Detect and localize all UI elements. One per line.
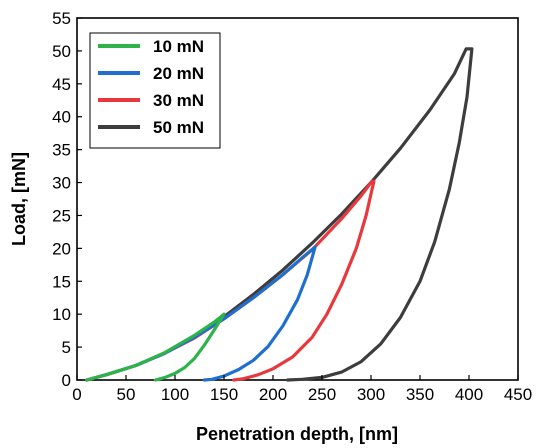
y-tick-label: 45 xyxy=(52,75,71,94)
y-tick-label: 35 xyxy=(52,141,71,160)
y-tick-label: 0 xyxy=(62,371,71,390)
y-tick-label: 40 xyxy=(52,108,71,127)
y-axis-ticks: 0 5 10 15 20 25 30 35 40 45 50 55 xyxy=(52,9,82,390)
x-axis-title: Penetration depth, [nm] xyxy=(196,424,398,444)
legend-label: 20 mN xyxy=(153,64,204,83)
series-line-20-mn xyxy=(85,245,317,382)
legend-items: 10 mN 20 mN 30 mN 50 mN xyxy=(98,37,204,137)
series-line-10-mn xyxy=(85,312,226,382)
x-tick-label: 200 xyxy=(259,385,287,404)
y-tick-label: 25 xyxy=(52,206,71,225)
x-axis-ticks: 0 50 100 150 200 250 300 350 400 450 xyxy=(72,375,532,404)
y-tick-label: 55 xyxy=(52,9,71,28)
legend: 10 mN 20 mN 30 mN 50 mN xyxy=(89,32,221,149)
x-tick-label: 0 xyxy=(72,385,81,404)
y-tick-label: 50 xyxy=(52,42,71,61)
y-tick-label: 5 xyxy=(62,338,71,357)
x-tick-label: 300 xyxy=(357,385,385,404)
y-tick-label: 10 xyxy=(52,305,71,324)
x-tick-label: 400 xyxy=(455,385,483,404)
legend-label: 10 mN xyxy=(153,37,204,56)
x-tick-label: 50 xyxy=(117,385,136,404)
legend-label: 50 mN xyxy=(153,118,204,137)
x-tick-label: 250 xyxy=(308,385,336,404)
legend-label: 30 mN xyxy=(153,91,204,110)
series-line-30-mn xyxy=(85,179,376,382)
plot-area: 0 50 100 150 200 250 300 350 400 450 0 5 10 15 20 25 30… xyxy=(52,9,532,404)
y-tick-label: 15 xyxy=(52,272,71,291)
x-tick-label: 350 xyxy=(406,385,434,404)
y-axis-title: Load, [mN] xyxy=(9,152,29,246)
x-tick-label: 100 xyxy=(161,385,189,404)
y-tick-label: 20 xyxy=(52,239,71,258)
series-layer xyxy=(85,47,474,382)
x-tick-label: 450 xyxy=(504,385,532,404)
x-tick-label: 150 xyxy=(210,385,238,404)
y-tick-label: 30 xyxy=(52,174,71,193)
